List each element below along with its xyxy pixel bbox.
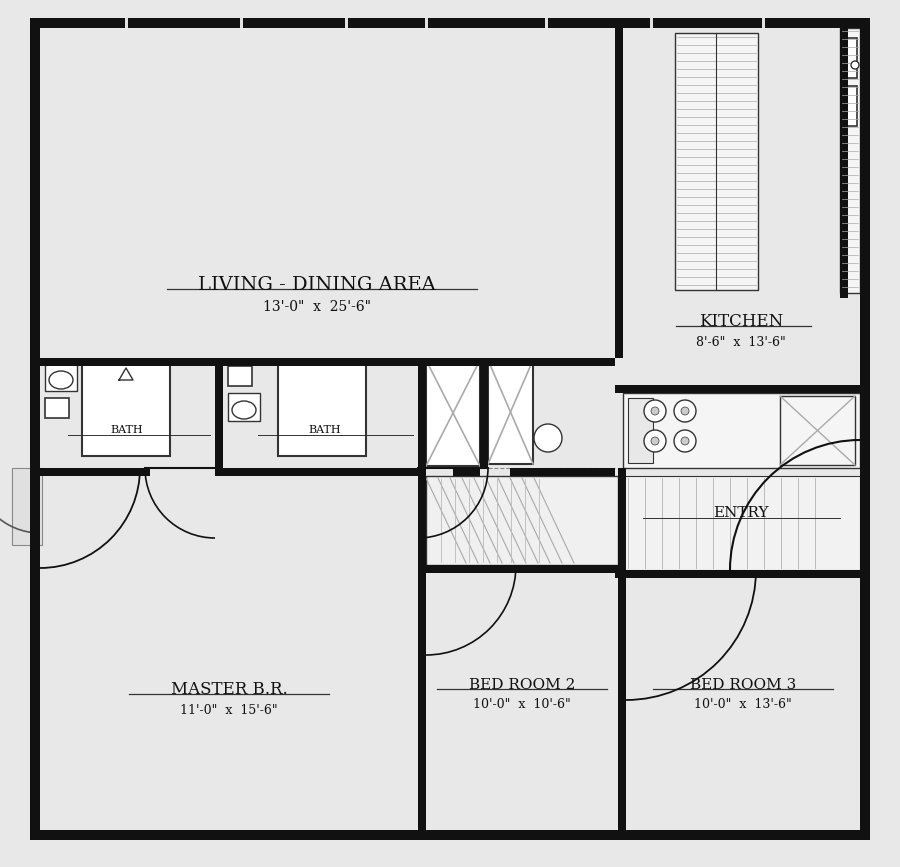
Bar [843,38,857,78]
Bar [345,18,348,28]
Bar [840,28,860,293]
Text: BED ROOM 3: BED ROOM 3 [690,678,796,692]
Circle shape [674,430,696,452]
Bar [45,398,69,418]
Bar [510,468,615,476]
Text: BED ROOM 2: BED ROOM 2 [469,678,575,692]
Bar [12,468,22,545]
Circle shape [651,407,659,415]
Circle shape [681,407,689,415]
Bar [228,393,260,421]
Bar [426,360,480,466]
Bar [30,18,870,28]
Bar [278,361,366,456]
Bar [488,360,533,464]
Text: BATH: BATH [111,425,143,435]
Bar [125,18,128,28]
Bar [12,468,42,545]
Bar [623,393,860,468]
Bar [30,830,870,840]
Bar [860,18,870,840]
Bar [480,358,488,468]
Circle shape [851,61,859,69]
Bar [30,18,40,840]
Bar [762,18,765,28]
Bar [780,396,855,465]
Bar [628,398,653,463]
Ellipse shape [49,371,73,389]
Bar [650,18,653,28]
Text: 13'-0"  x  25'-6": 13'-0" x 25'-6" [263,300,371,314]
Circle shape [681,437,689,445]
Bar [675,33,758,290]
Bar [840,28,848,298]
Bar [30,18,870,28]
Bar [40,468,150,476]
Bar [30,830,870,840]
Text: 8'-6"  x  13'-6": 8'-6" x 13'-6" [696,336,786,349]
Text: 10'-0"  x  13'-6": 10'-0" x 13'-6" [694,699,792,712]
Circle shape [644,400,666,422]
Circle shape [644,430,666,452]
Bar [843,86,857,126]
Bar [860,18,870,840]
Bar [228,366,252,386]
Circle shape [534,424,562,452]
Ellipse shape [232,401,256,419]
Bar [82,361,170,456]
Bar [418,565,626,573]
Text: MASTER B.R.: MASTER B.R. [171,681,287,699]
Bar [623,476,860,570]
Bar [425,18,428,28]
Bar [418,468,426,830]
Text: LIVING - DINING AREA: LIVING - DINING AREA [198,276,436,294]
Bar [545,18,548,28]
Bar [40,358,615,366]
Circle shape [651,437,659,445]
Text: ENTRY: ENTRY [713,506,769,520]
Bar [215,468,418,476]
Text: BATH: BATH [309,425,341,435]
Bar [615,570,860,578]
Bar [426,476,618,565]
Bar [240,18,243,28]
Bar [615,28,623,358]
Bar [453,468,480,476]
Text: 11'-0"  x  15'-6": 11'-0" x 15'-6" [180,703,278,716]
Text: 10'-0"  x  10'-6": 10'-0" x 10'-6" [473,699,571,712]
Bar [215,358,223,468]
Bar [618,468,626,830]
Circle shape [674,400,696,422]
Bar [615,385,860,393]
Text: KITCHEN: KITCHEN [699,314,783,330]
Bar [418,358,426,468]
Bar [45,363,77,391]
Bar [30,18,40,840]
